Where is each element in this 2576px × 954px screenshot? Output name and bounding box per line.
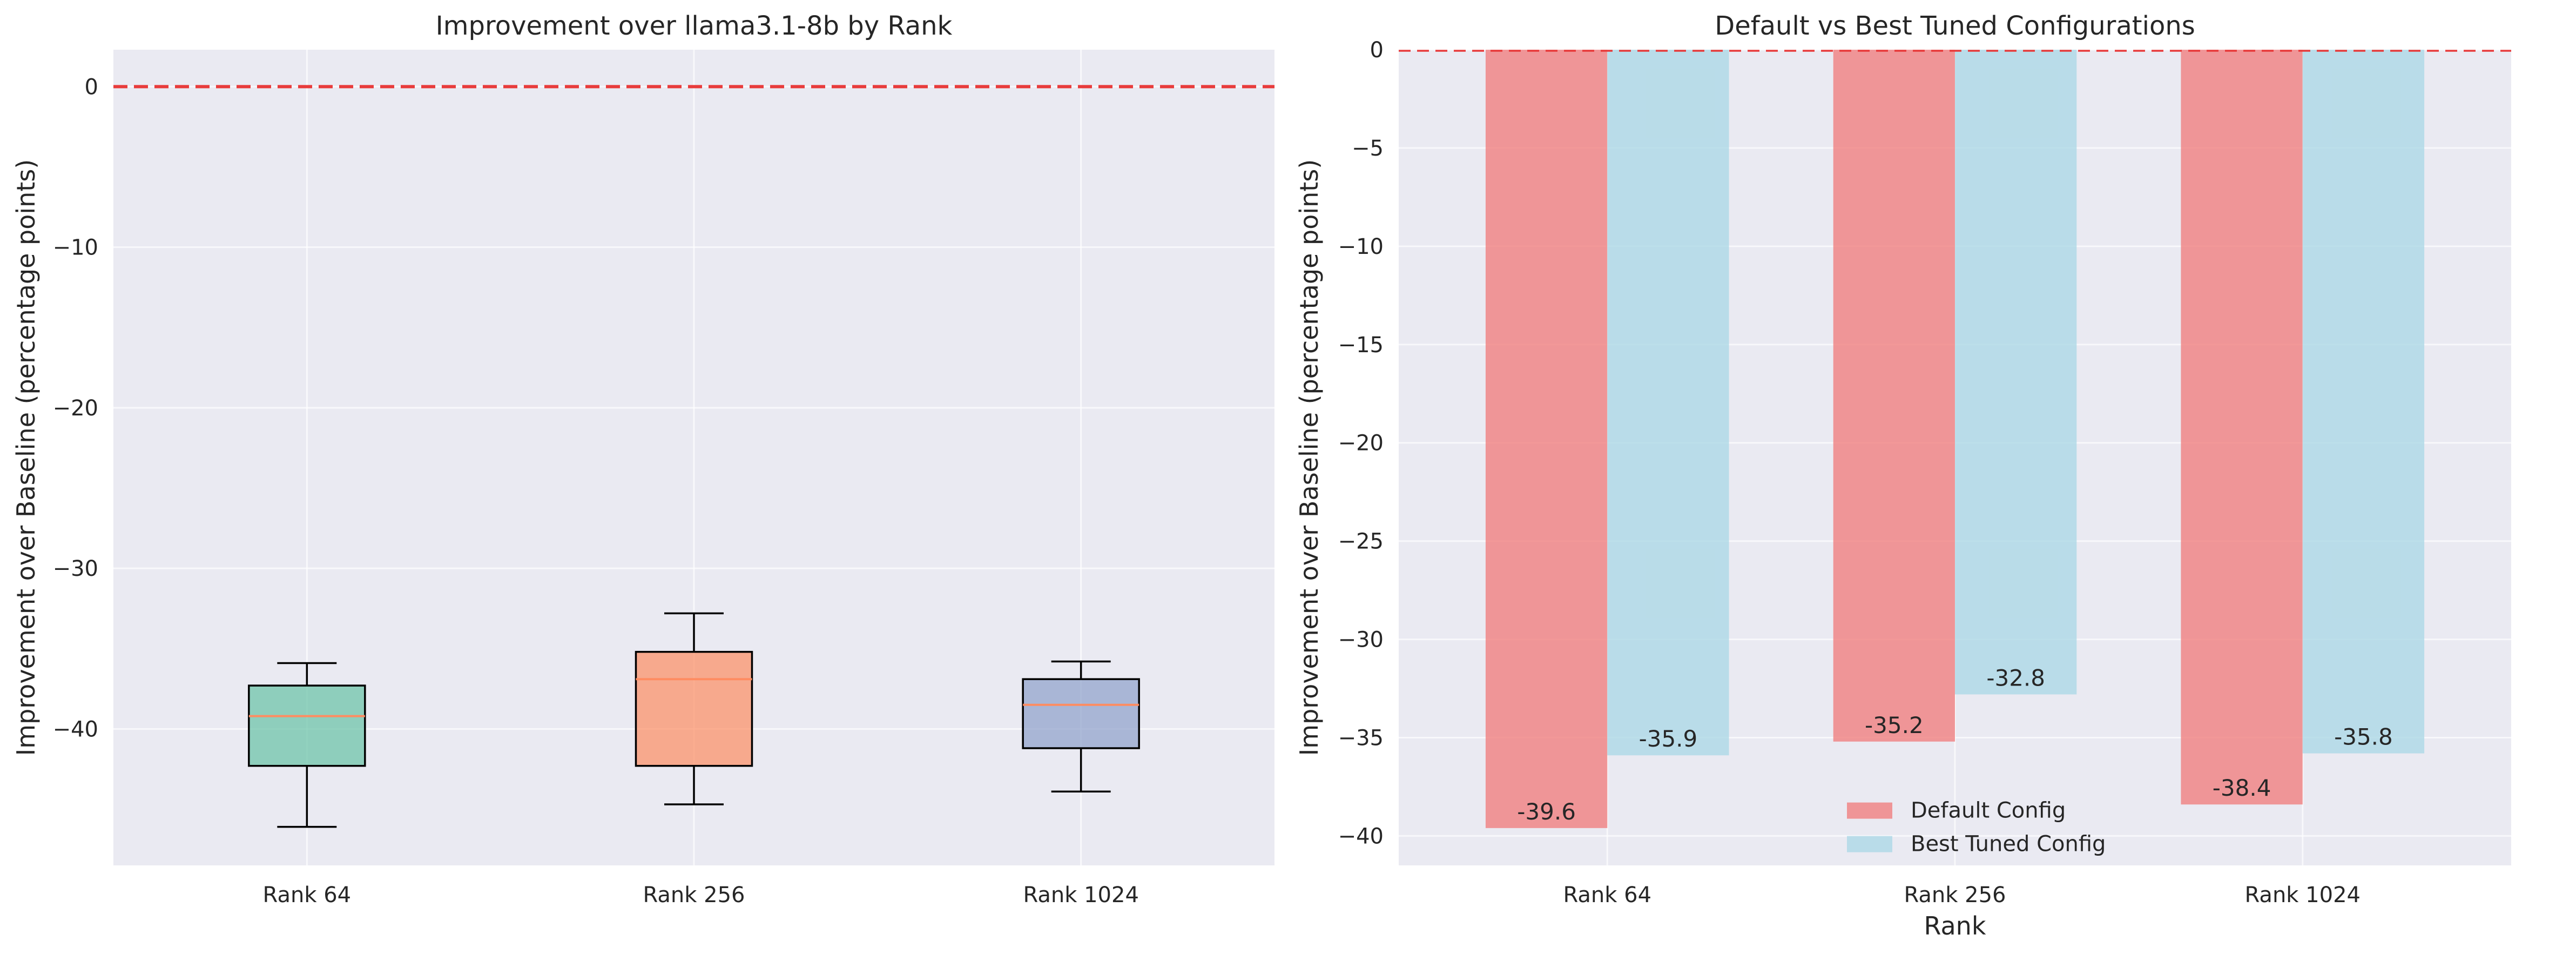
y-tick-labels: 0 −10 −20 −30 −40 (53, 75, 98, 742)
box-3 (1022, 660, 1140, 793)
y-tick-label: −25 (1338, 529, 1384, 554)
y-tick-label: −20 (53, 396, 98, 421)
bar-chart: -39.6 -35.2 -38.4 -35.9 -32.8 -35.8 0 −5 −10 −15… (1294, 11, 2511, 940)
y-tick-label: −30 (1338, 628, 1384, 653)
x-tick-label: Rank 1024 (2245, 883, 2361, 908)
y-tick-label: 0 (1370, 38, 1384, 63)
box-body (248, 684, 366, 767)
y-tick-label: −30 (53, 556, 98, 581)
y-axis-label: Improvement over Baseline (percentage po… (1294, 159, 1324, 756)
chart-title: Default vs Best Tuned Configurations (1715, 11, 2195, 41)
boxes (248, 612, 1140, 828)
legend-label: Default Config (1911, 798, 2066, 823)
box-plot-chart: 0 −10 −20 −30 −40 Rank 64 Rank 256 Rank 1024 I… (11, 11, 1274, 908)
y-tick-label: −40 (1338, 824, 1384, 849)
data-label: -35.2 (1865, 712, 1924, 738)
y-tick-label: −40 (53, 717, 98, 742)
x-tick-label: Rank 1024 (1023, 883, 1138, 908)
bar (1955, 50, 2077, 695)
x-axis-label: Rank (1924, 911, 1986, 940)
y-tick-label: −10 (1338, 234, 1384, 259)
box-2 (635, 612, 753, 805)
x-tick-label: Rank 64 (1563, 883, 1651, 908)
legend: Default Config Best Tuned Config (1847, 798, 2106, 857)
x-tick-labels: Rank 64 Rank 256 Rank 1024 (263, 883, 1139, 908)
legend-swatch (1847, 836, 1892, 852)
bars: -39.6 -35.2 -38.4 -35.9 -32.8 -35.8 (1485, 50, 2425, 828)
x-tick-label: Rank 256 (643, 883, 745, 908)
box-body (1022, 678, 1140, 749)
y-tick-label: −10 (53, 236, 98, 260)
bar (1485, 50, 1608, 828)
box-1 (248, 662, 366, 828)
data-label: -39.6 (1517, 798, 1576, 825)
legend-label: Best Tuned Config (1911, 832, 2106, 857)
legend-swatch (1847, 802, 1892, 819)
y-tick-label: −35 (1338, 725, 1384, 750)
y-tick-label: 0 (85, 75, 98, 99)
data-label: -32.8 (1986, 664, 2045, 691)
x-tick-label: Rank 64 (263, 883, 352, 908)
data-label: -35.9 (1639, 725, 1698, 752)
y-axis-label: Improvement over Baseline (percentage po… (11, 159, 41, 756)
bar (1833, 50, 1955, 742)
data-label: -38.4 (2213, 775, 2271, 801)
data-label: -35.8 (2334, 724, 2393, 750)
bar (2181, 50, 2303, 805)
bar (2302, 50, 2425, 754)
y-tick-label: −20 (1338, 431, 1384, 456)
y-tick-label: −5 (1352, 136, 1384, 161)
bar (1607, 50, 1729, 756)
y-tick-label: −15 (1338, 333, 1384, 358)
x-tick-labels: Rank 64 Rank 256 Rank 1024 (1563, 883, 2361, 908)
box-body (635, 650, 753, 767)
chart-title: Improvement over llama3.1-8b by Rank (436, 11, 953, 41)
y-tick-labels: 0 −5 −10 −15 −20 −25 −30 −35 −40 (1338, 38, 1384, 849)
x-tick-label: Rank 256 (1904, 883, 2006, 908)
